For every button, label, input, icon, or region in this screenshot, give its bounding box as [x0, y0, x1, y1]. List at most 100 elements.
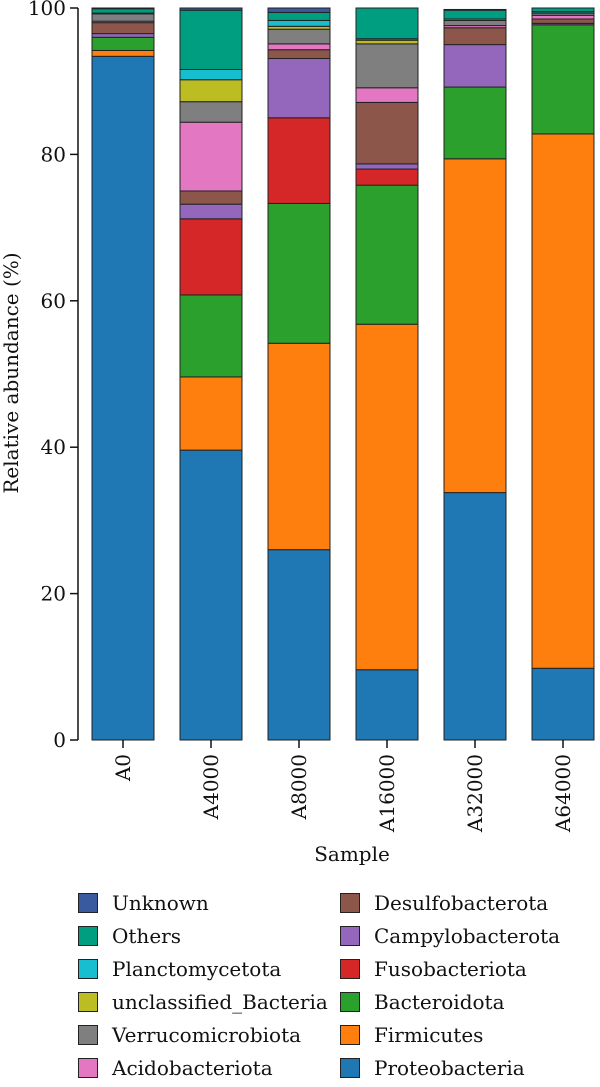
bar-segment-Unknown [91, 7, 155, 10]
bar-segment-Proteobacteria [91, 55, 155, 741]
bar-segment-Proteobacteria [531, 667, 595, 741]
legend-item: Fusobacteriota [340, 956, 527, 982]
legend-item: Planctomycetota [78, 956, 281, 982]
bar-segment-Campylobacterota [179, 203, 243, 220]
legend-item: Desulfobacterota [340, 890, 548, 916]
bar-stack-A32000 [443, 8, 507, 741]
legend-item: Acidobacteriota [78, 1055, 273, 1081]
legend-label: Fusobacteriota [374, 957, 527, 981]
bar-segment-Others [531, 7, 595, 13]
bar-segment-Others [443, 9, 507, 20]
plot-area [91, 7, 595, 741]
legend: Unknown Others Planctomycetota unclassified… [78, 890, 598, 1087]
bar-segment-Bacteroidota [179, 294, 243, 378]
bar-segment-Unknown [267, 7, 331, 13]
bar-segment-Firmicutes [443, 158, 507, 494]
bar-segment-Others [267, 11, 331, 21]
bar-segment-Acidobacteriota [267, 43, 331, 51]
bar-segment-Acidobacteriota [531, 14, 595, 20]
legend-item: Verrucomicrobiota [78, 1022, 301, 1048]
bar-segment-Firmicutes [179, 376, 243, 451]
bar-stack-A16000 [355, 7, 419, 741]
bar-segment-Desulfobacterota [267, 49, 331, 60]
y-axis-label: Relative abundance (%) [0, 252, 23, 493]
legend-item: Unknown [78, 890, 209, 916]
legend-label: Acidobacteriota [112, 1056, 273, 1080]
legend-label: unclassified_Bacteria [112, 990, 328, 1014]
legend-swatch [340, 959, 360, 979]
bar-segment-Desulfobacterota [443, 27, 507, 46]
bar-segment-Proteobacteria [355, 669, 419, 741]
legend-swatch [78, 893, 98, 913]
bar-segment-Campylobacterota [267, 58, 331, 119]
legend-label: Unknown [112, 891, 209, 915]
y-tick-label: 40 [41, 435, 66, 459]
legend-swatch [78, 959, 98, 979]
legend-item: Firmicutes [340, 1022, 483, 1048]
legend-item: unclassified_Bacteria [78, 989, 328, 1015]
legend-item: Others [78, 923, 181, 949]
bar-segment-Verrucomicrobiota [267, 28, 331, 45]
bar-segment-Others [355, 7, 419, 40]
y-tick-label: 80 [41, 142, 66, 166]
legend-label: Campylobacterota [374, 924, 561, 948]
legend-swatch [78, 1025, 98, 1045]
bar-segment-Desulfobacterota [91, 22, 155, 35]
bar-segment-Desulfobacterota [531, 18, 595, 24]
legend-swatch [340, 1025, 360, 1045]
y-tick-label: 20 [41, 582, 66, 606]
bar-segment-Others [91, 8, 155, 14]
bar-stack-A4000 [179, 7, 243, 741]
bar-segment-Desulfobacterota [355, 101, 419, 165]
legend-label: Planctomycetota [112, 957, 282, 981]
bar-segment-Bacteroidota [267, 202, 331, 344]
bar-segment-Unknown [179, 7, 243, 11]
bar-segment-unclassified_Bacteria [355, 39, 419, 45]
x-axis-label: Sample [314, 842, 390, 866]
bar-segment-Firmicutes [267, 342, 331, 551]
x-tick-label: A64000 [551, 754, 575, 833]
legend-swatch [78, 1058, 98, 1078]
bar-segment-Unknown [443, 8, 507, 11]
legend-swatch [340, 992, 360, 1012]
bar-segment-Bacteroidota [355, 184, 419, 325]
legend-label: Desulfobacterota [374, 891, 549, 915]
legend-label: Others [112, 924, 181, 948]
bar-segment-Acidobacteriota [179, 121, 243, 192]
bar-segment-Verrucomicrobiota [443, 19, 507, 27]
bar-segment-Campylobacterota [355, 163, 419, 170]
y-axis: Relative abundance (%) 0 20 40 60 80 100 [0, 0, 79, 752]
bar-segment-Firmicutes [531, 133, 595, 669]
legend-swatch [78, 926, 98, 946]
bar-segment-Proteobacteria [443, 492, 507, 741]
legend-swatch [340, 1058, 360, 1078]
bar-segment-Desulfobacterota [179, 190, 243, 205]
x-tick-label: A8000 [287, 754, 311, 820]
bar-segment-Fusobacteriota [355, 168, 419, 186]
bar-segment-Verrucomicrobiota [179, 101, 243, 123]
legend-item: Proteobacteria [340, 1055, 525, 1081]
bar-segment-Bacteroidota [531, 24, 595, 135]
x-axis: Sample A0 A4000 A8000 A16000 A32000 A64000 [111, 740, 575, 866]
bar-segment-Campylobacterota [91, 33, 155, 38]
bar-segment-Verrucomicrobiota [91, 13, 155, 22]
bar-segment-Planctomycetota [267, 19, 331, 27]
bar-segment-Acidobacteriota [355, 87, 419, 103]
x-tick-label: A4000 [199, 754, 223, 820]
legend-item: Bacteroidota [340, 989, 505, 1015]
legend-swatch [340, 926, 360, 946]
bar-segment-Planctomycetota [179, 68, 243, 81]
bar-segment-Proteobacteria [267, 549, 331, 741]
x-tick-label: A0 [111, 754, 135, 782]
x-tick-label: A16000 [375, 754, 399, 833]
bar-stack-A8000 [267, 7, 331, 741]
bar-segment-Bacteroidota [91, 36, 155, 51]
y-tick-label: 60 [41, 289, 66, 313]
bar-stack-A0 [91, 7, 155, 741]
legend-item: Campylobacterota [340, 923, 560, 949]
legend-label: Firmicutes [374, 1023, 484, 1047]
stacked-bar-chart: Relative abundance (%) 0 20 40 60 80 100 Samp… [0, 0, 595, 866]
bar-segment-Verrucomicrobiota [355, 43, 419, 89]
y-tick-label: 0 [53, 728, 66, 752]
bar-segment-Campylobacterota [443, 44, 507, 88]
